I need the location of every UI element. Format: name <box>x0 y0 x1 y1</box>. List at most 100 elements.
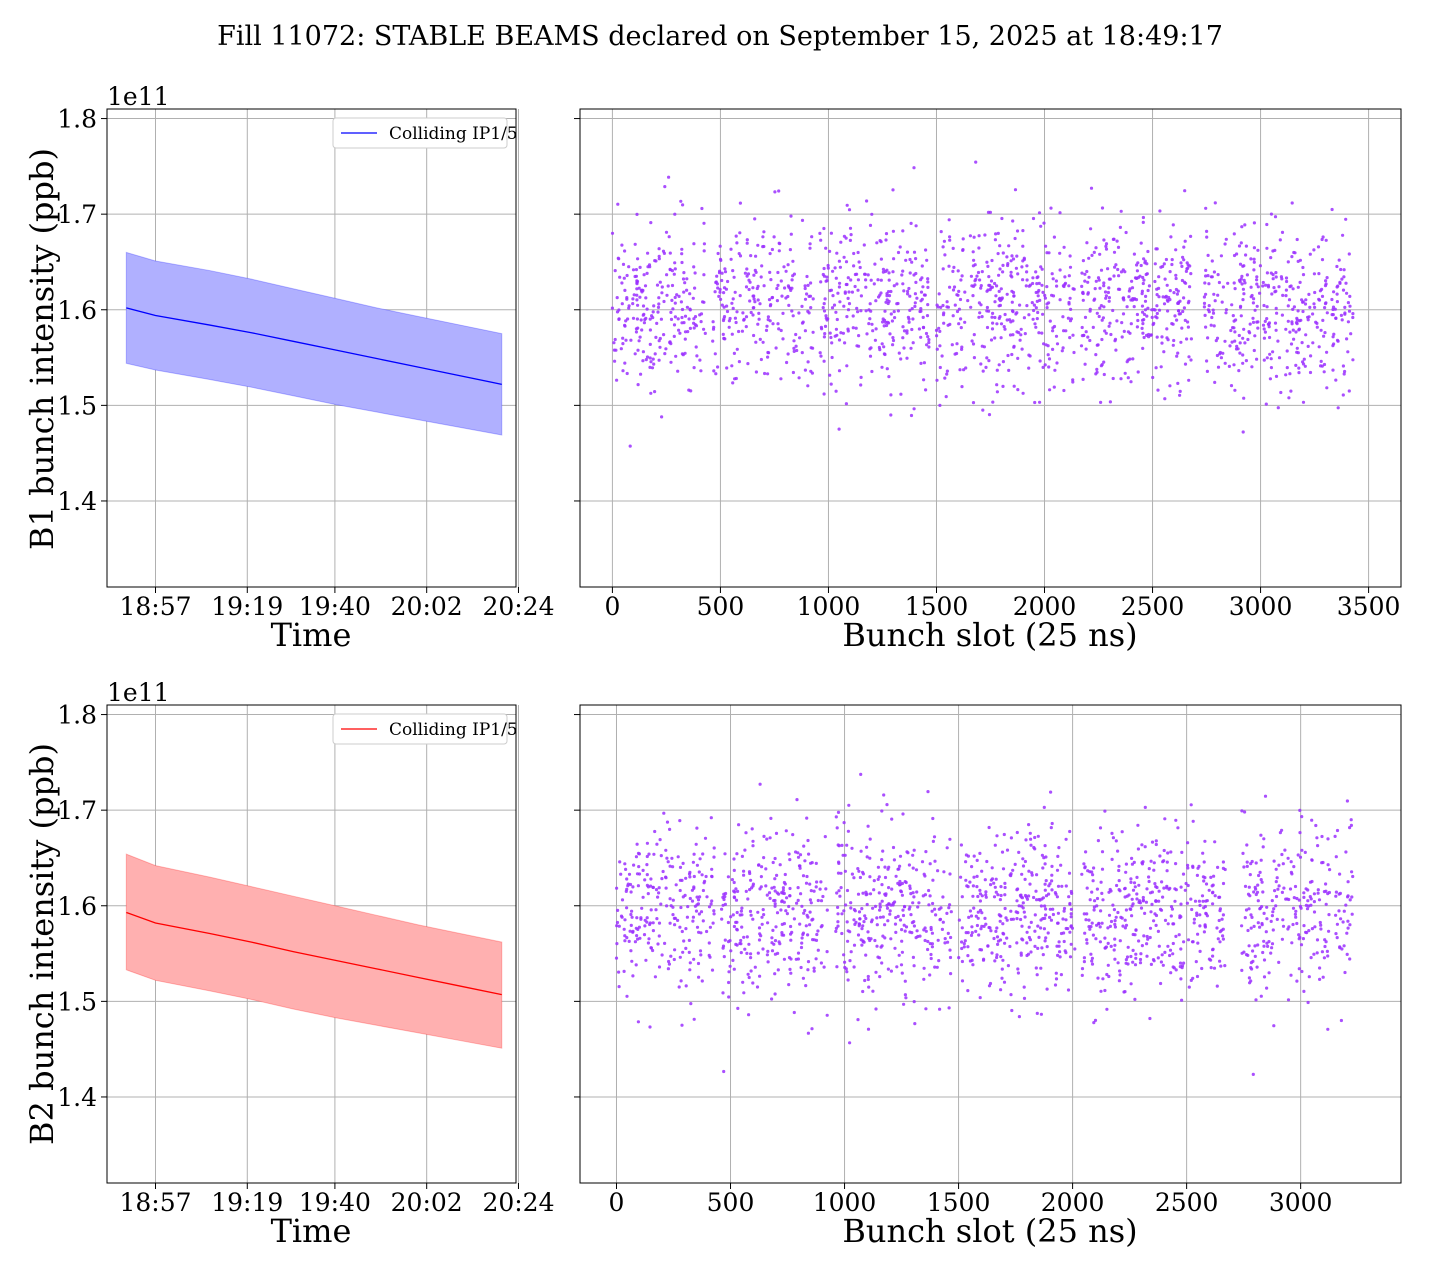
b1-slot-point <box>1031 216 1036 221</box>
b2-slot-point <box>743 848 747 852</box>
b2-slot-point <box>1059 863 1063 867</box>
b2-slot-point <box>988 926 992 930</box>
b1-slot-point <box>1241 298 1245 302</box>
b1-slot-point <box>753 300 757 304</box>
b1-slot-point <box>1292 337 1296 341</box>
b2-slot-point <box>758 974 762 978</box>
b2-slot-point <box>1319 927 1323 931</box>
b1-slot-point <box>711 339 715 343</box>
b2-slot-point <box>1244 953 1249 957</box>
b1-slot-point <box>885 298 889 302</box>
b2-slot-point <box>804 984 808 988</box>
b2-slot-point <box>1322 890 1326 894</box>
b1-slot-point <box>1180 264 1184 268</box>
b1-slot-point <box>822 359 826 363</box>
b1-slot-point <box>1055 342 1060 346</box>
b2-slot-point <box>676 918 680 923</box>
b1-slot-point <box>642 321 647 325</box>
b1-slot-point <box>1203 281 1207 285</box>
b2-slot-point <box>624 867 628 872</box>
b1-slot-point <box>925 314 930 318</box>
b1-slot-point <box>1262 358 1266 362</box>
b2-slot-point <box>975 874 979 879</box>
b2-slot-point <box>734 920 738 925</box>
b2-slot-point <box>886 967 891 971</box>
b2-slot-point <box>768 896 772 901</box>
b1-slot-point <box>891 343 895 347</box>
b2-time-legend-box <box>332 713 508 745</box>
b1-slot-point <box>733 290 737 294</box>
b2-slot-point <box>758 782 762 786</box>
b1-slot-point <box>1018 338 1022 342</box>
b1-slot-point <box>837 427 841 431</box>
b1-slot-point <box>806 384 810 388</box>
b1-slot-point <box>753 217 757 221</box>
b2-slot-point <box>882 793 886 797</box>
b1-slot-point <box>901 336 905 340</box>
b2-slot-point <box>805 874 809 879</box>
b2-slot-point <box>665 856 669 860</box>
b2-slot-point <box>1054 977 1059 981</box>
b2-slot-point <box>1109 944 1113 949</box>
b1-slot-point <box>911 341 915 345</box>
b2-slot-point <box>799 892 803 896</box>
b1-slot-point <box>1178 393 1182 397</box>
b1-slot-point <box>819 354 823 358</box>
b1-slot-point <box>1183 318 1187 322</box>
b2-slot-point <box>781 888 786 893</box>
b1-slot-point <box>926 335 930 339</box>
b1-slot-point <box>758 302 762 306</box>
b1-slot-point <box>1289 342 1294 346</box>
b2-slot-point <box>1212 874 1216 878</box>
b1-slot-point <box>884 238 888 242</box>
b2-slot-point <box>899 890 904 894</box>
b2-slot-point <box>1015 899 1019 903</box>
b1-slot-point <box>833 266 837 270</box>
b2-slot-point <box>1027 823 1031 827</box>
b1-slot-point <box>1325 276 1329 280</box>
b1-slot-point <box>792 346 796 350</box>
b1-slot-point <box>1120 321 1124 325</box>
b1-slot-point <box>1262 327 1266 331</box>
b2-slot-point <box>1150 902 1154 907</box>
b1-slot-point <box>1102 281 1106 285</box>
b1-slot-point <box>1309 354 1313 358</box>
b2-slot-point <box>701 888 706 893</box>
b2-slot-point <box>1152 868 1156 872</box>
b1-slot-point <box>790 278 794 282</box>
b1-slot-point <box>1142 312 1146 316</box>
b2-slot-point <box>1015 830 1019 835</box>
b2-slot-point <box>668 827 672 832</box>
b1-slot-point <box>1099 268 1104 272</box>
b2-slot-point <box>868 892 873 896</box>
b2-slot-point <box>757 938 762 942</box>
b1-slot-point <box>725 366 729 370</box>
b2-slot-point <box>746 897 750 901</box>
b1-slot-point <box>1144 294 1148 298</box>
b1-slot-point <box>1255 304 1259 308</box>
b2-slot-point <box>1029 837 1033 841</box>
b1-slot-point <box>1317 272 1321 276</box>
b1-slot-point <box>653 390 657 394</box>
b2-slot-point <box>1335 828 1340 833</box>
b2-slot-point <box>1318 977 1322 982</box>
b1-slot-point <box>1047 365 1051 369</box>
b2-slot-point <box>1324 882 1328 886</box>
b2-slot-point <box>1288 887 1293 891</box>
b2-slot-point <box>1117 864 1121 868</box>
b2-slot-point <box>644 958 648 962</box>
b1-slot-point <box>1332 332 1336 336</box>
b2-slot-point <box>1090 962 1095 966</box>
b1-slot-point <box>1043 363 1047 367</box>
b1-time-xtick-label: 19:19 <box>211 592 283 621</box>
b2-slot-point <box>1141 895 1145 900</box>
b1-slot-point <box>834 310 838 314</box>
b1-slot-point <box>765 324 769 328</box>
b2-slot-point <box>861 891 865 895</box>
b1-slot-point <box>627 304 631 308</box>
b1-slot-point <box>1102 305 1106 309</box>
b1-slot-point <box>1094 246 1098 250</box>
b2-slot-point <box>848 930 852 934</box>
b2-slot-point <box>1275 876 1279 880</box>
b2-slot-point <box>1060 884 1064 888</box>
